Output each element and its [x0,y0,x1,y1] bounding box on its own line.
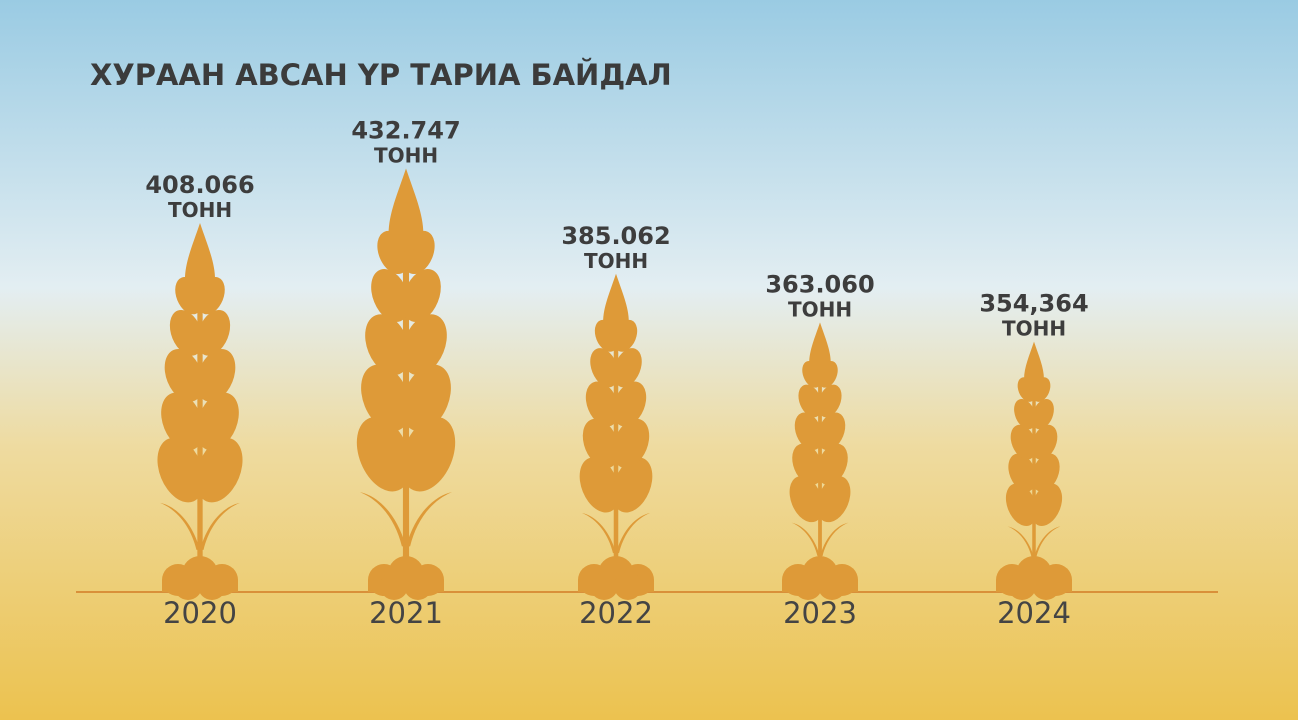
grain [1031,483,1063,527]
grain [579,457,620,513]
grain [1031,398,1054,430]
grain [1005,483,1037,527]
grain [195,437,243,503]
unit-label: ТОНН [1002,317,1066,341]
leaf [359,492,406,547]
x-tick-label: 2022 [579,596,653,630]
x-tick-label: 2020 [163,596,237,630]
leaf [406,492,453,547]
leaf [616,512,651,554]
head [388,168,424,252]
mound [162,556,238,600]
grain [401,364,451,432]
grain [157,437,205,503]
wheat [789,322,851,572]
mound-base [368,580,444,592]
grain [356,416,411,492]
grain [1010,424,1037,460]
wheat [579,273,653,572]
grain [612,418,650,468]
grain [817,384,842,418]
mound-base [996,580,1072,592]
grain [161,392,204,451]
wheat [356,168,456,572]
mound-base [578,580,654,592]
mound [782,556,858,600]
unit-label: ТОНН [374,144,438,168]
wheat [157,223,243,572]
grain [1031,424,1058,460]
unit-label: ТОНН [168,198,232,222]
x-tick-label: 2024 [997,596,1071,630]
grain [817,412,846,451]
value-label: 432.747 [351,117,460,145]
value-label: 385.062 [561,222,670,250]
head [603,273,629,336]
unit-label: ТОНН [788,297,852,321]
grain [196,309,231,356]
head [184,223,216,295]
grain [613,381,647,427]
x-tick-label: 2021 [369,596,443,630]
grain [816,476,851,523]
grain [792,443,823,485]
value-label: 363.060 [765,270,874,298]
leaf [791,522,820,557]
mound [996,556,1072,600]
grain [371,269,410,322]
leaf [200,502,240,550]
grain [613,348,642,388]
mound-base [782,580,858,592]
grain [361,364,411,432]
leaf [820,522,849,557]
grain [402,269,441,322]
grain [164,349,204,402]
grain [1008,453,1037,492]
mound-base [162,580,238,592]
grain [789,476,824,523]
grain [582,418,620,468]
grain [1014,398,1037,430]
grain [817,443,848,485]
leaf [1034,526,1061,558]
unit-label: ТОНН [584,249,648,273]
grain [590,348,619,388]
mound [368,556,444,600]
grain [365,314,410,376]
chart-title: ХУРААН АВСАН ҮР ТАРИА БАЙДАЛ [90,58,672,92]
grain [402,314,447,376]
head [809,322,831,374]
grain [585,381,619,427]
grain [794,412,823,451]
leaf [581,512,616,554]
wheat [1005,341,1063,572]
grain [401,416,456,492]
leaf [1007,526,1034,558]
x-tick-label: 2023 [783,596,857,630]
value-label: 408.066 [145,171,254,199]
head [1024,341,1044,389]
mound [578,556,654,600]
grain [169,309,204,356]
grain [196,349,236,402]
grain [196,392,239,451]
grain [798,384,823,418]
leaf [160,502,200,550]
grain [1031,453,1060,492]
value-label: 354,364 [979,290,1088,318]
grain [612,457,653,513]
